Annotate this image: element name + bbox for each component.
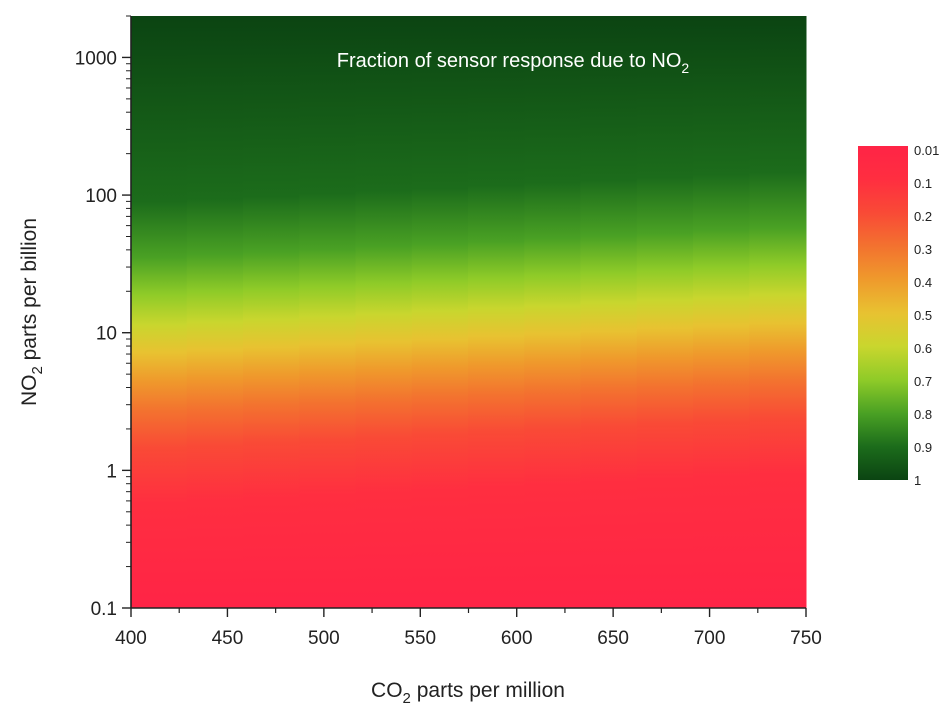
colorbar-label: 0.5 [914,308,932,323]
y-tick-label: 10 [96,324,117,345]
heatmap-strip [299,16,357,608]
colorbar-label: 0.01 [914,143,939,158]
y-tick-label: 1 [106,461,117,482]
colorbar-label: 1 [914,473,921,488]
heatmap-strip [468,16,526,608]
axis-labels: Fraction of sensor response due to NO2 CO… [18,50,690,707]
colorbar-label: 0.1 [914,176,932,191]
x-tick-label: 400 [115,628,147,649]
heatmap-strip [411,16,469,608]
y-tick-label: 1000 [75,48,117,69]
heatmap-strip [243,16,301,608]
x-tick-label: 600 [501,628,533,649]
heatmap-area [130,16,807,608]
heatmap-strip [636,16,694,608]
heatmap-strip [130,16,188,608]
x-tick-label: 650 [597,628,629,649]
heatmap-strip [580,16,638,608]
colorbar-label: 0.6 [914,341,932,356]
heatmap-strip [693,16,751,608]
colorbar-label: 0.8 [914,407,932,422]
x-tick-label: 550 [404,628,436,649]
x-tick-label: 500 [308,628,340,649]
colorbar-label: 0.9 [914,440,932,455]
y-tick-label: 0.1 [91,599,117,620]
heatmap-strip [186,16,244,608]
axes: 400 450 500 550 600 650 700 750 0.1 1 10 100 1000 [75,15,822,649]
heatmap-strip [749,16,807,608]
x-tick-label: 750 [790,628,822,649]
colorbar-label: 0.7 [914,374,932,389]
heatmap-strip [355,16,413,608]
y-tick-label: 100 [85,186,117,207]
y-axis-title: NO2 parts per billion [18,218,46,406]
x-axis-title: CO2 parts per million [371,679,565,703]
x-tick-label: 700 [694,628,726,649]
heatmap-strip [524,16,582,608]
colorbar-gradient [858,146,908,480]
colorbar-label: 0.2 [914,209,932,224]
x-tick-label: 450 [212,628,244,649]
colorbar-label: 0.4 [914,275,932,290]
colorbar-label: 0.3 [914,242,932,257]
colorbar: 0.01 0.1 0.2 0.3 0.4 0.5 0.6 0.7 0.8 0.9 1 [858,143,939,488]
chart-title: Fraction of sensor response due to NO2 [337,50,690,76]
